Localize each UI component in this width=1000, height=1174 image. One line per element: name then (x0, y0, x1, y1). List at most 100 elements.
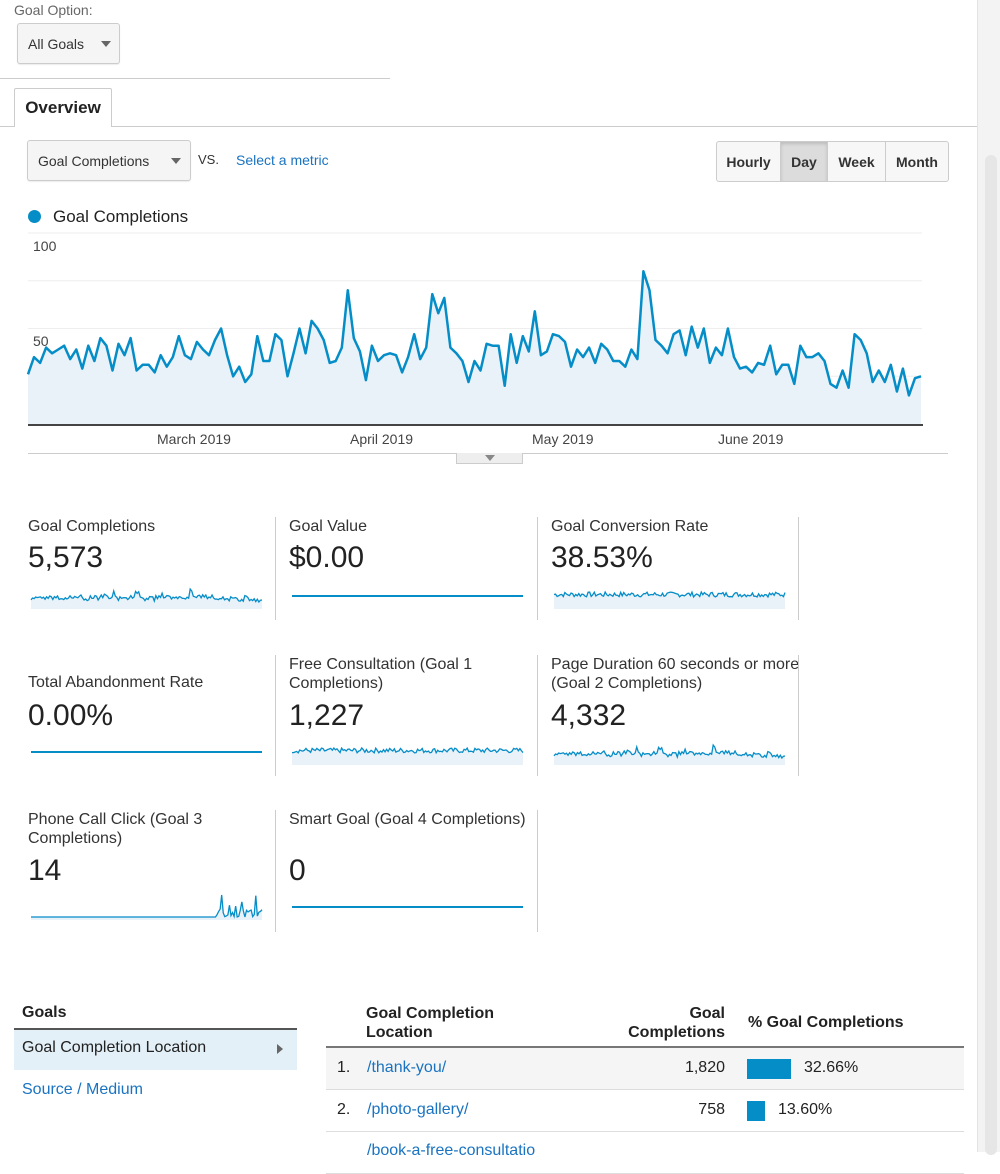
data-point[interactable] (888, 362, 894, 368)
data-point[interactable] (465, 379, 471, 385)
data-point[interactable] (369, 343, 375, 349)
data-point[interactable] (339, 345, 345, 351)
data-point[interactable] (109, 368, 115, 374)
scrollbar-thumb[interactable] (985, 155, 997, 1155)
data-point[interactable] (761, 362, 767, 368)
data-point[interactable] (550, 331, 556, 337)
data-point[interactable] (122, 352, 128, 358)
data-point[interactable] (55, 347, 61, 353)
data-point[interactable] (333, 358, 339, 364)
data-point[interactable] (671, 331, 677, 337)
data-point[interactable] (254, 333, 260, 339)
nav-source-medium[interactable]: Source / Medium (22, 1081, 143, 1098)
data-point[interactable] (260, 358, 266, 364)
data-point[interactable] (616, 358, 622, 364)
data-point[interactable] (646, 287, 652, 293)
data-point[interactable] (459, 358, 465, 364)
data-point[interactable] (315, 326, 321, 332)
data-point[interactable] (827, 381, 833, 387)
data-point[interactable] (236, 364, 242, 370)
data-point[interactable] (309, 318, 315, 324)
data-point[interactable] (743, 364, 749, 370)
data-point[interactable] (689, 324, 695, 330)
data-point[interactable] (532, 308, 538, 314)
data-point[interactable] (278, 337, 284, 343)
data-point[interactable] (490, 343, 496, 349)
data-point[interactable] (200, 347, 206, 353)
data-point[interactable] (453, 350, 459, 356)
data-point[interactable] (815, 350, 821, 356)
data-point[interactable] (502, 383, 508, 389)
data-point[interactable] (266, 358, 272, 364)
data-point[interactable] (79, 366, 85, 372)
data-point[interactable] (918, 373, 924, 379)
metric-dropdown[interactable]: Goal Completions (27, 140, 191, 181)
data-point[interactable] (634, 356, 640, 362)
data-point[interactable] (580, 354, 586, 360)
data-point[interactable] (574, 347, 580, 353)
data-point[interactable] (598, 341, 604, 347)
row-location-link[interactable]: /photo-gallery/ (367, 1101, 469, 1118)
data-point[interactable] (411, 331, 417, 337)
data-point[interactable] (248, 371, 254, 377)
data-point[interactable] (303, 350, 309, 356)
table-row[interactable]: 1. /thank-you/ 1,820 32.66% (326, 1048, 964, 1090)
data-point[interactable] (435, 310, 441, 316)
chart-collapse-handle[interactable] (456, 453, 523, 464)
data-point[interactable] (472, 358, 478, 364)
data-point[interactable] (755, 360, 761, 366)
data-point[interactable] (592, 360, 598, 366)
data-point[interactable] (441, 295, 447, 301)
data-point[interactable] (894, 389, 900, 395)
data-point[interactable] (345, 287, 351, 293)
table-row[interactable]: /book-a-free-consultatio (326, 1132, 964, 1174)
scrollbar-track[interactable] (977, 0, 1000, 1155)
granularity-day[interactable]: Day (780, 141, 828, 182)
data-point[interactable] (230, 373, 236, 379)
data-point[interactable] (870, 379, 876, 385)
data-point[interactable] (846, 385, 852, 391)
data-point[interactable] (67, 356, 73, 362)
data-point[interactable] (809, 354, 815, 360)
data-point[interactable] (417, 356, 423, 362)
goal-completions-chart[interactable] (0, 0, 1000, 470)
data-point[interactable] (785, 362, 791, 368)
data-point[interactable] (321, 337, 327, 343)
row-location-link[interactable]: /thank-you/ (367, 1059, 447, 1076)
data-point[interactable] (188, 356, 194, 362)
data-point[interactable] (73, 347, 79, 353)
nav-goal-completion-location[interactable]: Goal Completion Location (14, 1030, 297, 1070)
data-point[interactable] (182, 352, 188, 358)
data-point[interactable] (659, 343, 665, 349)
data-point[interactable] (25, 371, 31, 377)
data-point[interactable] (140, 362, 146, 368)
data-point[interactable] (864, 350, 870, 356)
data-point[interactable] (31, 354, 37, 360)
data-point[interactable] (97, 335, 103, 341)
data-point[interactable] (423, 345, 429, 351)
scorecard[interactable]: Free Consultation (Goal 1 Completions) 1… (289, 655, 551, 765)
col-header-completions[interactable]: Goal Completions (628, 1005, 725, 1041)
data-point[interactable] (791, 381, 797, 387)
data-point[interactable] (327, 360, 333, 366)
legend-label[interactable]: Goal Completions (53, 207, 189, 226)
data-point[interactable] (134, 368, 140, 374)
data-point[interactable] (628, 347, 634, 353)
data-point[interactable] (284, 373, 290, 379)
goal-option-dropdown[interactable]: All Goals (17, 23, 120, 64)
scorecard[interactable]: Goal Value $0.00 (289, 517, 551, 627)
data-point[interactable] (514, 360, 520, 366)
data-point[interactable] (351, 335, 357, 341)
data-point[interactable] (357, 348, 363, 354)
data-point[interactable] (224, 352, 230, 358)
data-point[interactable] (218, 326, 224, 332)
scorecard[interactable]: Goal Completions 5,573 (28, 517, 290, 627)
data-point[interactable] (544, 348, 550, 354)
data-point[interactable] (152, 369, 158, 375)
scorecard[interactable]: Total Abandonment Rate 0.00% (28, 655, 290, 765)
data-point[interactable] (478, 368, 484, 374)
data-point[interactable] (556, 333, 562, 339)
data-point[interactable] (61, 343, 67, 349)
scorecard[interactable]: Smart Goal (Goal 4 Completions) 0 (289, 810, 551, 920)
data-point[interactable] (158, 352, 164, 358)
